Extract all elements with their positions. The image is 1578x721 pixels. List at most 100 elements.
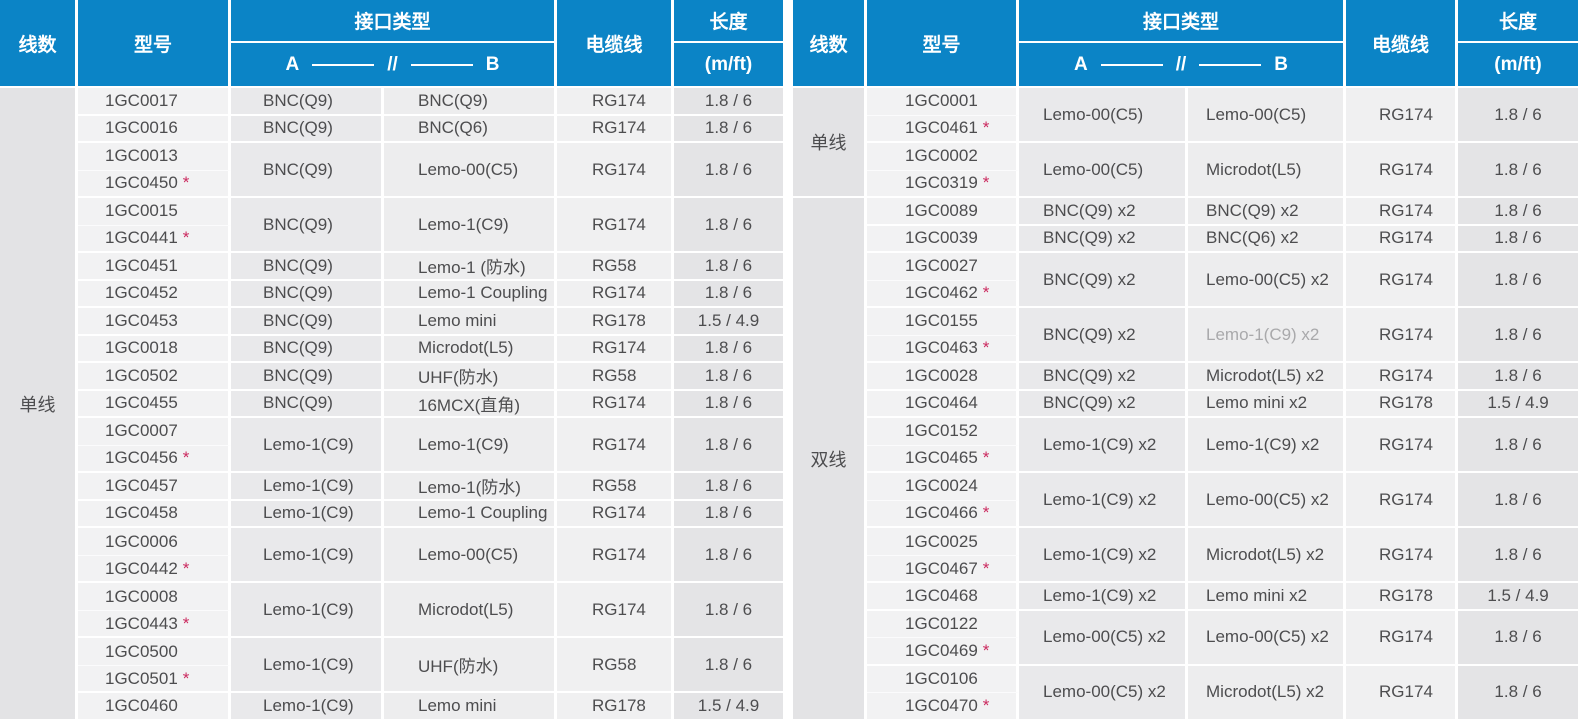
- header-a-label: A: [285, 53, 300, 75]
- model-number: 1GC0024: [905, 476, 978, 496]
- model-cell: 1GC0451: [78, 253, 231, 281]
- connector-a-cell: Lemo-1(C9): [231, 473, 384, 501]
- header-row-1: 线数 型号 接口类型 电缆线 长度: [0, 0, 784, 88]
- connector-b-cell: BNC(Q9): [384, 88, 558, 116]
- length-cell: 1.8 / 6: [1458, 225, 1578, 254]
- length-cell: 1.8 / 6: [1458, 528, 1578, 584]
- table-row: 1GC0453 BNC(Q9) Lemo mini RG178 1.5 / 4.9: [0, 308, 784, 336]
- cable-cell: RG174: [557, 143, 675, 199]
- header-ab-separator: //: [387, 53, 398, 75]
- table-row: 1GC0450 *: [0, 170, 783, 199]
- connector-a-cell: Lemo-00(C5) x2: [1019, 665, 1189, 721]
- model-number: 1GC0462: [905, 283, 978, 303]
- model-cell: 1GC0443 *: [78, 610, 231, 639]
- model-number: 1GC0450: [105, 173, 178, 193]
- footnote-star-icon: *: [182, 173, 190, 193]
- length-cell: 1.5 / 4.9: [674, 693, 784, 721]
- table-header: 线数 型号 接口类型 电缆线 长度 A // B (m/ft): [0, 0, 784, 88]
- connector-line-icon: [1100, 63, 1163, 66]
- model-cell: 1GC0470 *: [867, 693, 1020, 721]
- cable-cell: RG174: [1346, 143, 1459, 199]
- model-number: 1GC0468: [905, 586, 978, 606]
- model-number: 1GC0467: [905, 558, 978, 578]
- cable-cell: RG174: [557, 88, 675, 116]
- model-cell: 1GC0015: [78, 198, 231, 226]
- model-cell: 1GC0039: [867, 225, 1020, 254]
- footnote-star-icon: *: [182, 448, 190, 468]
- model-cell: 1GC0458: [78, 500, 231, 529]
- connector-a-cell: BNC(Q9) x2: [1019, 363, 1189, 391]
- model-cell: 1GC0028: [867, 363, 1020, 391]
- table-row: 1GC0441 *: [0, 225, 783, 254]
- header-a-b: A // B: [1019, 43, 1347, 88]
- connector-b-cell: Microdot(L5) x2: [1188, 363, 1347, 391]
- header-a-label: A: [1074, 53, 1088, 75]
- model-number: 1GC0466: [905, 503, 978, 523]
- connector-a-cell: BNC(Q9) x2: [1019, 253, 1189, 309]
- model-number: 1GC0016: [105, 118, 178, 138]
- cable-cell: RG174: [557, 583, 675, 639]
- connector-line-icon: [1199, 63, 1262, 66]
- model-cell: 1GC0467 *: [867, 555, 1020, 584]
- connector-b-cell: Lemo mini: [384, 308, 558, 336]
- model-cell: 1GC0001: [867, 88, 1020, 116]
- connector-b-cell: BNC(Q6) x2: [1188, 225, 1347, 254]
- cable-cell: RG174: [1346, 473, 1459, 529]
- model-cell: 1GC0152: [867, 418, 1020, 446]
- table-row: 1GC0006 Lemo-1(C9) Lemo-00(C5) RG174 1.8 / 6: [0, 528, 784, 584]
- length-cell: 1.5 / 4.9: [1458, 583, 1578, 611]
- table-row: 1GC0025 Lemo-1(C9) x2 Microdot(L5) x2 RG174…: [793, 528, 1578, 584]
- connector-b-cell: Lemo-00(C5) x2: [1188, 610, 1347, 666]
- cable-cell: RG174: [557, 418, 675, 474]
- table-row: 1GC0155 BNC(Q9) x2 Lemo-1(C9) x2 RG174 1.8 /…: [793, 308, 1578, 364]
- connector-a-cell: BNC(Q9): [231, 115, 384, 144]
- model-number: 1GC0002: [905, 146, 978, 166]
- connector-a-cell: Lemo-1(C9): [231, 500, 384, 529]
- connector-b-cell: Lemo mini x2: [1188, 390, 1347, 419]
- model-number: 1GC0013: [105, 146, 178, 166]
- model-number: 1GC0152: [905, 421, 978, 441]
- header-a-b: A // B: [231, 43, 558, 88]
- connector-line-icon: [312, 63, 375, 66]
- connector-a-cell: BNC(Q9): [231, 390, 384, 419]
- footnote-star-icon: *: [182, 613, 190, 633]
- connector-b-cell: Lemo-00(C5) x2: [1188, 473, 1347, 529]
- length-cell: 1.8 / 6: [674, 88, 784, 116]
- length-cell: 1.8 / 6: [1458, 473, 1578, 529]
- length-cell: 1.8 / 6: [1458, 143, 1578, 199]
- connector-b-cell: Lemo-1(C9): [384, 418, 558, 474]
- model-number: 1GC0017: [105, 90, 178, 110]
- cable-cell: RG174: [557, 528, 675, 584]
- cable-cell: RG58: [557, 253, 675, 281]
- cable-cell: RG58: [557, 363, 675, 391]
- cable-cell: RG178: [1346, 390, 1459, 419]
- header-cable: 电缆线: [557, 0, 675, 88]
- connector-a-cell: BNC(Q9): [231, 253, 384, 281]
- model-cell: 1GC0017: [78, 88, 231, 116]
- cable-cell: RG174: [557, 115, 675, 144]
- model-number: 1GC0001: [905, 91, 978, 111]
- line-count-cell: 单线: [793, 88, 868, 199]
- model-number: 1GC0039: [905, 228, 978, 248]
- length-cell: 1.8 / 6: [674, 390, 784, 419]
- connector-a-cell: BNC(Q9): [231, 143, 384, 199]
- table-row: 1GC0457 Lemo-1(C9) Lemo-1(防水) RG58 1.8 / 6: [0, 473, 784, 501]
- spec-table-left: 线数 型号 接口类型 电缆线 长度 A // B (m/ft): [0, 0, 784, 721]
- model-number: 1GC0008: [105, 586, 178, 606]
- model-number: 1GC0025: [905, 531, 978, 551]
- connector-a-cell: Lemo-1(C9): [231, 693, 384, 721]
- connector-b-cell: Lemo mini x2: [1188, 583, 1347, 611]
- length-cell: 1.8 / 6: [674, 198, 784, 254]
- cable-cell: RG174: [1346, 363, 1459, 391]
- connector-b-cell: UHF(防水): [384, 638, 558, 694]
- line-count-cell: 单线: [0, 88, 78, 721]
- cable-cell: RG174: [557, 280, 675, 309]
- model-cell: 1GC0452: [78, 280, 231, 309]
- length-cell: 1.8 / 6: [674, 115, 784, 144]
- model-number: 1GC0319: [905, 173, 978, 193]
- table-row: 1GC0018 BNC(Q9) Microdot(L5) RG174 1.8 / 6: [0, 335, 784, 364]
- connector-a-cell: Lemo-00(C5): [1019, 88, 1189, 144]
- connector-b-cell: Lemo-1 (防水): [384, 253, 558, 281]
- connector-b-cell: Lemo-1(C9) x2: [1188, 418, 1347, 474]
